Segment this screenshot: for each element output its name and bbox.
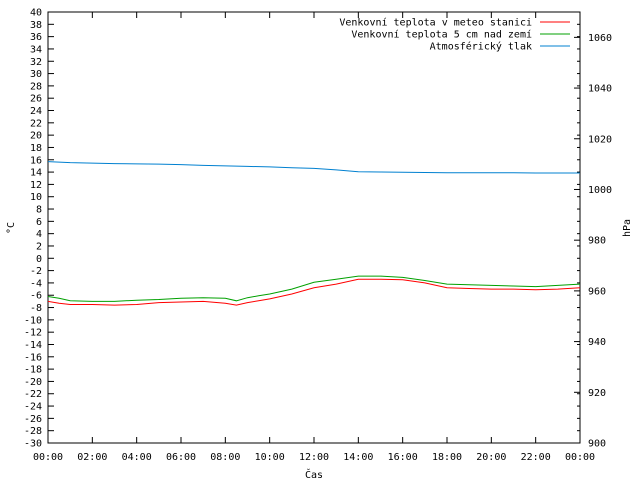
y-tick-label: 22 bbox=[30, 118, 42, 129]
y-tick-label: -8 bbox=[30, 303, 42, 314]
y-tick-label: 26 bbox=[30, 94, 42, 105]
y-tick-label: 34 bbox=[30, 44, 42, 55]
y-tick-label: -24 bbox=[24, 402, 42, 413]
x-tick-label: 14:00 bbox=[343, 452, 373, 463]
y-tick-label: 12 bbox=[30, 180, 42, 191]
y-tick-label: 32 bbox=[30, 57, 42, 68]
y-tick-label: 28 bbox=[30, 81, 42, 92]
y2-tick-label: 920 bbox=[588, 388, 606, 399]
y-axis-ticks: -30-28-26-24-22-20-18-16-14-12-10-8-6-4-… bbox=[24, 8, 580, 450]
y-tick-label: 8 bbox=[36, 205, 42, 216]
legend-label: Venkovní teplota 5 cm nad zemí bbox=[351, 29, 532, 41]
y-tick-label: 36 bbox=[30, 32, 42, 43]
x-tick-label: 10:00 bbox=[255, 452, 285, 463]
x-axis-label: Čas bbox=[305, 468, 323, 480]
x-tick-label: 16:00 bbox=[388, 452, 418, 463]
y2-tick-label: 980 bbox=[588, 236, 606, 247]
y-tick-label: 0 bbox=[36, 254, 42, 265]
y-tick-label: -22 bbox=[24, 389, 42, 400]
y-tick-label: 40 bbox=[30, 8, 42, 19]
y-tick-label: -6 bbox=[30, 291, 42, 302]
y-tick-label: 24 bbox=[30, 106, 42, 117]
y-tick-label: -18 bbox=[24, 365, 42, 376]
y2-axis-ticks: 900 920 940 960 980 1000 1020 1040 1060 bbox=[574, 33, 612, 450]
y-tick-label: 30 bbox=[30, 69, 42, 80]
y-tick-label: 14 bbox=[30, 168, 42, 179]
y2-axis-label: hPa bbox=[622, 219, 633, 237]
x-tick-label: 18:00 bbox=[432, 452, 462, 463]
plot-frame bbox=[47, 11, 581, 444]
y2-tick-label: 1020 bbox=[588, 134, 612, 145]
series-layer bbox=[47, 161, 581, 306]
series-line-0 bbox=[47, 278, 581, 306]
y-tick-label: -16 bbox=[24, 352, 42, 363]
y2-tick-label: 960 bbox=[588, 286, 606, 297]
x-tick-label: 02:00 bbox=[77, 452, 107, 463]
series-line-1 bbox=[47, 275, 581, 302]
y-tick-label: 4 bbox=[36, 229, 42, 240]
legend: Venkovní teplota v meteo staniciVenkovní… bbox=[339, 17, 570, 53]
legend-label: Venkovní teplota v meteo stanici bbox=[339, 17, 532, 29]
y-tick-label: 2 bbox=[36, 241, 42, 252]
x-tick-label: 20:00 bbox=[476, 452, 506, 463]
y-tick-label: -2 bbox=[30, 266, 42, 277]
y-tick-label: -12 bbox=[24, 328, 42, 339]
x-axis-ticks: 00:00 02:00 04:00 06:00 08:00 10:00 12:00 14:00… bbox=[33, 12, 595, 463]
series-line-2 bbox=[47, 161, 580, 174]
y-tick-label: -30 bbox=[24, 439, 42, 450]
legend-label: Atmosférický tlak bbox=[430, 41, 532, 53]
y-tick-label: 38 bbox=[30, 20, 42, 31]
y-tick-label: -26 bbox=[24, 414, 42, 425]
y-axis-label: °C bbox=[6, 222, 17, 234]
y2-tick-label: 1040 bbox=[588, 84, 612, 95]
y-tick-label: -28 bbox=[24, 426, 42, 437]
y-tick-label: -4 bbox=[30, 278, 42, 289]
y-tick-label: 6 bbox=[36, 217, 42, 228]
y-tick-label: -10 bbox=[24, 315, 42, 326]
y-tick-label: -14 bbox=[24, 340, 42, 351]
y2-tick-label: 900 bbox=[588, 439, 606, 450]
x-tick-label: 12:00 bbox=[299, 452, 329, 463]
y-tick-label: 20 bbox=[30, 131, 42, 142]
x-tick-label: 04:00 bbox=[122, 452, 152, 463]
x-tick-label: 08:00 bbox=[210, 452, 240, 463]
x-tick-label: 22:00 bbox=[521, 452, 551, 463]
y-tick-label: -20 bbox=[24, 377, 42, 388]
x-tick-label: 00:00 bbox=[565, 452, 595, 463]
x-tick-label: 06:00 bbox=[166, 452, 196, 463]
y2-tick-label: 1060 bbox=[588, 33, 612, 44]
y-tick-label: 10 bbox=[30, 192, 42, 203]
y-tick-label: 18 bbox=[30, 143, 42, 154]
y2-tick-label: 940 bbox=[588, 337, 606, 348]
y2-tick-label: 1000 bbox=[588, 185, 612, 196]
y-tick-label: 16 bbox=[30, 155, 42, 166]
x-tick-label: 00:00 bbox=[33, 452, 63, 463]
